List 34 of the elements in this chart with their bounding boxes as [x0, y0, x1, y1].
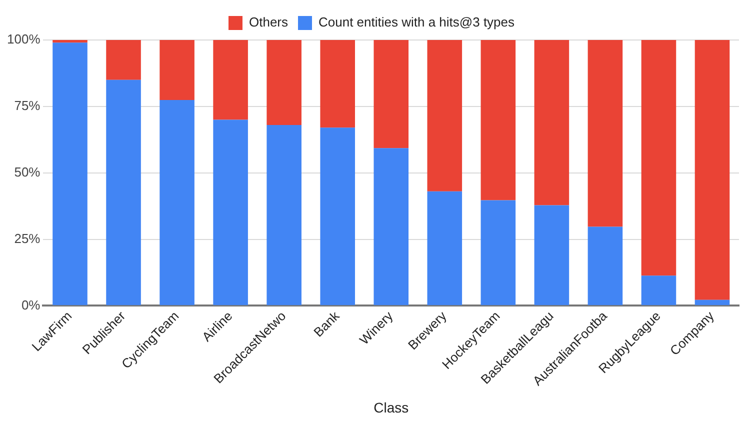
bar	[52, 40, 88, 43]
y-tick-label: 75%	[14, 98, 41, 113]
y-tick-label: 50%	[14, 164, 41, 180]
bar	[106, 80, 141, 306]
bar	[374, 40, 409, 148]
bar	[213, 40, 248, 120]
y-tick-label: 100%	[7, 32, 41, 47]
legend-label: Count entities with a hits@3 types	[318, 14, 516, 30]
bar	[320, 40, 355, 128]
bar	[427, 40, 462, 192]
bar	[320, 128, 355, 306]
bar	[641, 276, 676, 306]
bar	[52, 42, 88, 306]
bar	[427, 191, 462, 306]
bar	[160, 100, 194, 306]
y-tick-label: 25%	[14, 230, 41, 246]
bar	[694, 40, 730, 300]
y-tick-label: 0%	[21, 297, 41, 312]
bar	[588, 226, 623, 306]
legend-label: Others	[248, 14, 288, 30]
bar	[374, 148, 409, 306]
x-axis-title: Class	[374, 399, 409, 416]
bar	[588, 40, 623, 227]
bar	[641, 40, 676, 276]
bar	[213, 120, 248, 306]
bar	[160, 40, 194, 100]
bar	[266, 40, 302, 126]
bar	[480, 200, 516, 306]
bar	[480, 40, 516, 200]
bar	[534, 205, 570, 306]
bar	[694, 300, 730, 306]
bar	[534, 40, 570, 206]
bar	[106, 40, 141, 80]
bar	[266, 125, 302, 306]
